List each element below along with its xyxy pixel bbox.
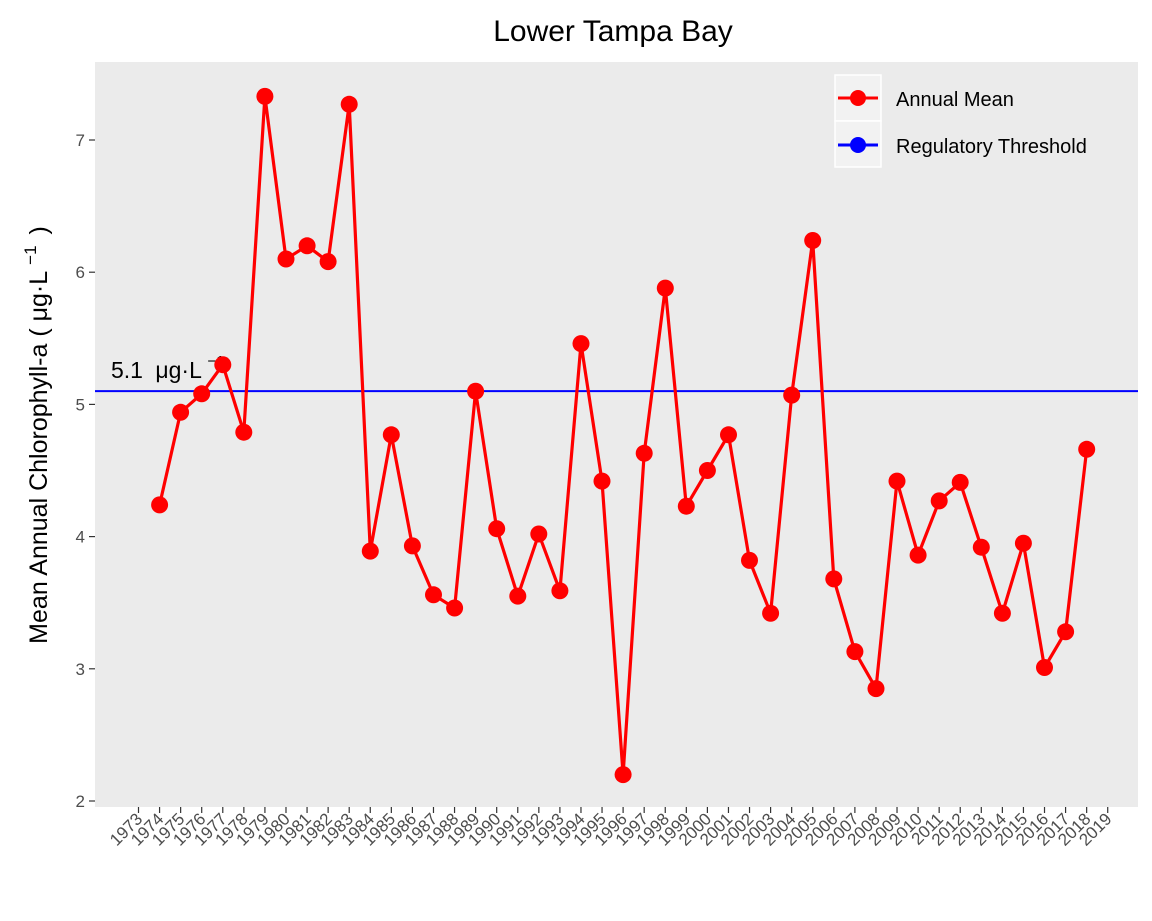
y-axis-title-exponent: −1: [21, 245, 40, 264]
data-point-1995: [593, 472, 611, 490]
data-point-2016: [1036, 659, 1053, 676]
y-axis-title-text: Mean Annual Chlorophyll-a ( μg·L: [25, 271, 53, 644]
data-point-1986: [403, 537, 421, 555]
y-axis-title-close: ): [25, 226, 53, 234]
legend-label-regulatory-threshold: Regulatory Threshold: [896, 136, 1087, 158]
data-point-2013: [972, 538, 990, 556]
data-point-2003: [762, 604, 780, 622]
data-point-1991: [509, 587, 527, 605]
y-tick-label: 3: [76, 660, 85, 679]
data-point-1992: [530, 525, 548, 543]
data-point-2009: [888, 472, 906, 490]
data-point-1989: [467, 382, 485, 400]
data-point-2008: [867, 680, 885, 698]
y-axis: 2 3 4 5 6 7: [76, 131, 95, 811]
data-point-1990: [488, 520, 506, 538]
data-point-1976: [193, 385, 211, 403]
data-point-1981: [298, 237, 316, 255]
y-tick-label: 5: [76, 395, 85, 414]
data-point-1980: [277, 250, 295, 268]
threshold-annotation-unit: μg·L: [155, 357, 202, 383]
data-point-2014: [993, 604, 1011, 622]
data-point-1997: [635, 444, 653, 462]
data-point-1998: [656, 279, 674, 297]
data-point-2006: [825, 570, 843, 588]
data-point-1977: [214, 356, 232, 374]
data-point-2018: [1078, 440, 1096, 458]
data-point-2015: [1014, 534, 1032, 552]
data-point-1982: [319, 253, 337, 271]
data-point-1978: [235, 423, 253, 441]
y-tick-label: 6: [76, 263, 85, 282]
data-point-1983: [340, 95, 358, 113]
series-layer: [151, 87, 1096, 784]
data-point-2005: [804, 232, 822, 249]
data-point-1974: [151, 496, 169, 514]
y-tick-label: 2: [76, 792, 85, 811]
data-point-2002: [741, 551, 758, 569]
y-tick-label: 7: [76, 131, 85, 150]
data-point-1988: [446, 599, 464, 617]
x-axis: 1973197419751976197719781979198019811982…: [106, 807, 1116, 850]
data-point-2011: [930, 492, 948, 510]
data-point-2012: [951, 473, 969, 491]
data-point-1994: [572, 335, 590, 353]
data-point-1984: [361, 542, 379, 560]
data-point-2007: [846, 643, 864, 661]
data-point-2000: [698, 462, 716, 479]
data-point-1999: [677, 497, 695, 515]
data-point-2017: [1057, 623, 1075, 641]
data-point-1996: [614, 766, 632, 784]
data-point-2004: [783, 386, 801, 404]
legend-point-regulatory-threshold: [850, 137, 866, 153]
data-point-2001: [720, 426, 737, 444]
legend-label-annual-mean: Annual Mean: [896, 89, 1014, 111]
y-axis-title: Mean Annual Chlorophyll-a ( μg·L −1 ): [14, 226, 53, 644]
data-point-1985: [382, 426, 400, 444]
legend-point-annual-mean: [850, 90, 866, 106]
legend: Annual Mean Regulatory Threshold: [834, 74, 1087, 168]
data-point-1993: [551, 582, 569, 600]
chart-title: Lower Tampa Bay: [493, 15, 733, 48]
svg-text:Mean Annual Chlorophyll-a ( μg: Mean Annual Chlorophyll-a ( μg·L −1 ): [14, 226, 53, 644]
data-point-1979: [256, 87, 274, 105]
data-point-2010: [909, 546, 927, 564]
data-point-1987: [425, 586, 442, 604]
y-tick-label: 4: [76, 528, 85, 547]
threshold-annotation-value: 5.1: [111, 357, 143, 383]
data-point-1975: [172, 403, 190, 421]
